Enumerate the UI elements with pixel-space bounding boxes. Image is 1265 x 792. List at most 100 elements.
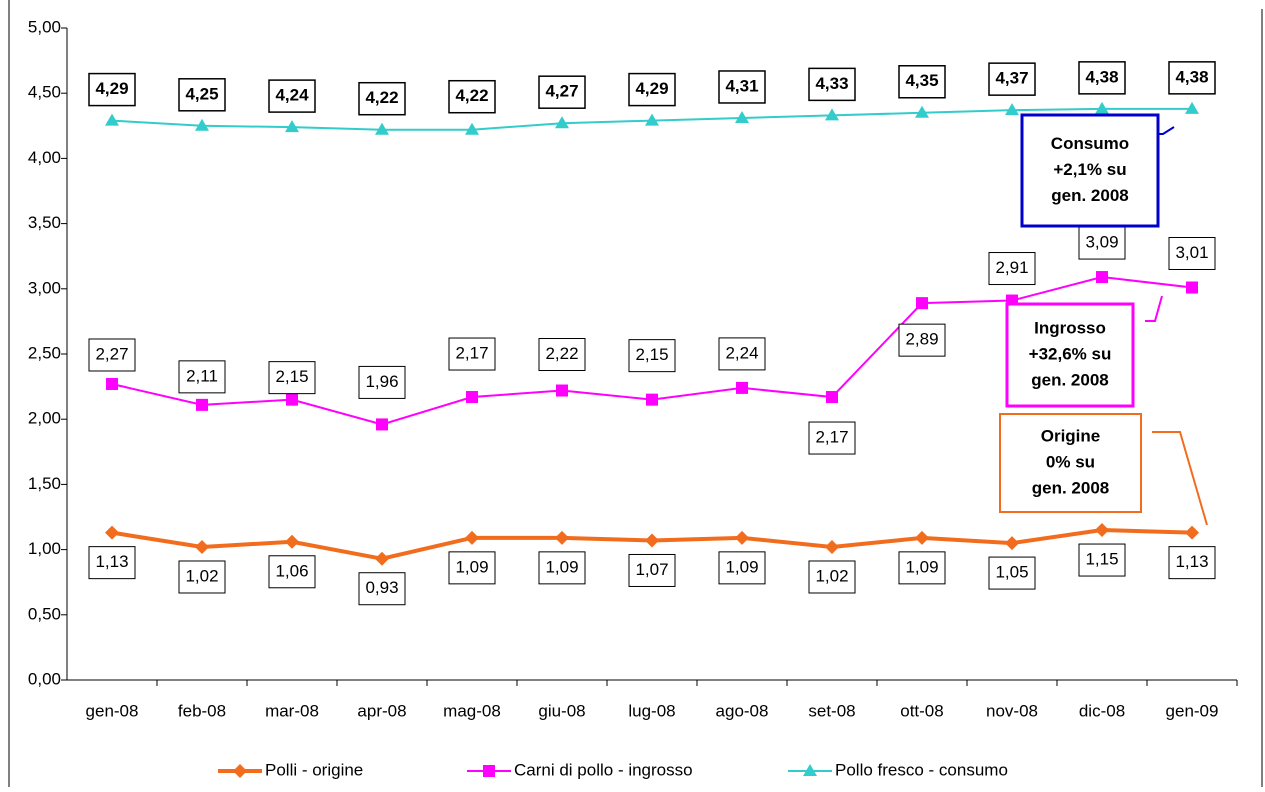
point <box>916 297 928 310</box>
label-box <box>538 338 586 372</box>
label-box <box>1078 61 1126 95</box>
x-tick-label: giu-08 <box>538 701 585 720</box>
point <box>106 377 118 390</box>
data-label: 1,09 <box>455 557 488 576</box>
data-label: 4,25 <box>185 84 218 103</box>
label-box <box>358 572 406 606</box>
data-label: 2,27 <box>95 344 128 363</box>
data-label: 2,91 <box>995 258 1028 277</box>
label-box <box>718 70 766 104</box>
label-box <box>88 72 136 107</box>
data-label: 3,09 <box>1085 233 1118 252</box>
y-tick-label: 4,00 <box>28 148 61 167</box>
annotation-connector <box>1152 431 1208 526</box>
legend-marker <box>483 765 495 777</box>
data-label: 1,05 <box>995 563 1028 582</box>
point <box>735 530 749 545</box>
data-label: 4,35 <box>905 71 938 90</box>
annotation-text: gen. 2008 <box>1032 478 1110 497</box>
x-tick-label: gen-09 <box>1166 701 1219 720</box>
data-label: 1,02 <box>815 566 848 585</box>
y-tick-label: 4,50 <box>28 83 61 102</box>
y-tick-label: 5,00 <box>28 17 61 36</box>
x-tick-label: lug-08 <box>628 701 675 720</box>
annotation-text: 0% su <box>1046 452 1095 471</box>
label-box <box>1168 61 1216 95</box>
annotation-text: +2,1% su <box>1053 160 1126 179</box>
label-box <box>358 81 406 116</box>
x-tick-label: set-08 <box>808 701 855 720</box>
legend-label: Carni di pollo - ingrosso <box>514 760 693 779</box>
label-box <box>628 72 676 107</box>
data-label: 4,29 <box>635 79 668 98</box>
x-tick-label: mar-08 <box>265 701 319 720</box>
label-box <box>628 339 676 373</box>
point <box>646 393 658 406</box>
label-box <box>988 252 1036 286</box>
label-box <box>1168 236 1216 270</box>
label-box <box>808 560 856 594</box>
data-label: 1,09 <box>545 557 578 576</box>
label-box <box>88 546 136 580</box>
label-box <box>268 79 316 113</box>
point <box>1186 281 1198 294</box>
data-label: 2,15 <box>275 367 308 386</box>
annotation-box <box>1005 302 1135 408</box>
y-tick-label: 1,00 <box>28 539 61 558</box>
label-box <box>448 551 496 585</box>
data-label: 1,07 <box>635 560 668 579</box>
label-box <box>988 62 1036 96</box>
data-label: 1,13 <box>1175 552 1208 571</box>
point <box>105 113 119 126</box>
point <box>286 393 298 406</box>
label-box <box>448 79 496 114</box>
point <box>1185 101 1199 114</box>
annotation-connector <box>1145 295 1163 322</box>
point <box>1005 103 1019 116</box>
legend-label: Pollo fresco - consumo <box>835 760 1008 779</box>
data-label: 2,15 <box>635 345 668 364</box>
point <box>645 113 659 126</box>
point <box>375 122 389 135</box>
y-tick-label: 2,50 <box>28 343 61 362</box>
y-tick-label: 1,50 <box>28 474 61 493</box>
label-box <box>898 551 946 585</box>
label-box <box>718 337 766 371</box>
point <box>1095 101 1109 114</box>
data-label: 2,17 <box>455 344 488 363</box>
annotation-text: Origine <box>1041 426 1101 445</box>
data-label: 4,38 <box>1085 67 1118 86</box>
point <box>285 534 299 549</box>
x-tick-label: gen-08 <box>86 701 139 720</box>
data-label: 1,09 <box>905 557 938 576</box>
label-box <box>88 338 136 372</box>
data-label: 2,24 <box>725 343 758 362</box>
point <box>376 418 388 431</box>
label-box <box>538 551 586 585</box>
label-box <box>1078 226 1126 260</box>
data-label: 4,38 <box>1175 67 1208 86</box>
point <box>1005 536 1019 551</box>
data-label: 1,13 <box>95 552 128 571</box>
label-box <box>808 67 856 102</box>
annotation-box <box>999 413 1142 513</box>
point <box>285 120 299 133</box>
point <box>735 110 749 123</box>
point <box>1185 525 1199 540</box>
x-tick-label: dic-08 <box>1079 701 1125 720</box>
label-box <box>268 555 316 589</box>
point <box>825 539 839 554</box>
data-label: 4,37 <box>995 69 1028 88</box>
point <box>375 551 389 566</box>
label-box <box>1168 546 1216 580</box>
data-label: 1,15 <box>1085 550 1118 569</box>
point <box>555 116 569 129</box>
label-box <box>808 421 856 455</box>
data-label: 4,27 <box>545 82 578 101</box>
point <box>195 539 209 554</box>
label-box <box>988 556 1036 590</box>
x-tick-label: feb-08 <box>178 701 226 720</box>
data-label: 4,22 <box>455 86 488 105</box>
data-label: 1,02 <box>185 566 218 585</box>
